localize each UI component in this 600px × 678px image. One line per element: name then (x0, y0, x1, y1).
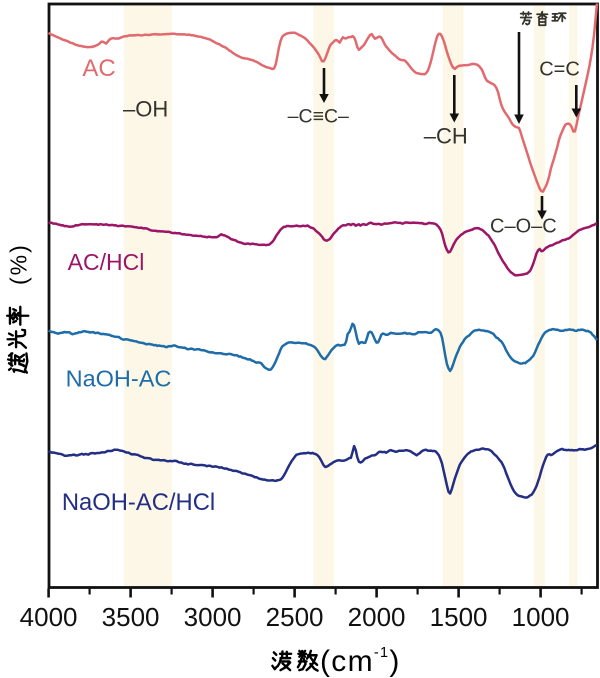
svg-text:(%): (%) (6, 243, 32, 285)
svg-text:AC: AC (82, 55, 115, 82)
svg-text:3000: 3000 (184, 602, 242, 632)
svg-text:1000: 1000 (512, 602, 570, 632)
svg-text:C=C: C=C (539, 58, 580, 80)
svg-text:2500: 2500 (266, 602, 324, 632)
svg-text:NaOH-AC/HCl: NaOH-AC/HCl (62, 489, 215, 516)
svg-text:1500: 1500 (430, 602, 488, 632)
svg-text:2000: 2000 (348, 602, 406, 632)
svg-text:–OH: –OH (123, 97, 168, 122)
svg-text:NaOH-AC: NaOH-AC (66, 366, 172, 392)
svg-text:–CH: –CH (424, 124, 468, 149)
svg-text:3500: 3500 (102, 602, 160, 632)
svg-text:–C≡C–: –C≡C– (288, 106, 349, 128)
svg-text:4000: 4000 (20, 602, 78, 632)
svg-text:(cm-1): (cm-1) (320, 645, 401, 678)
svg-text:C–O–C: C–O–C (490, 216, 557, 238)
svg-text:AC/HCl: AC/HCl (68, 249, 145, 275)
